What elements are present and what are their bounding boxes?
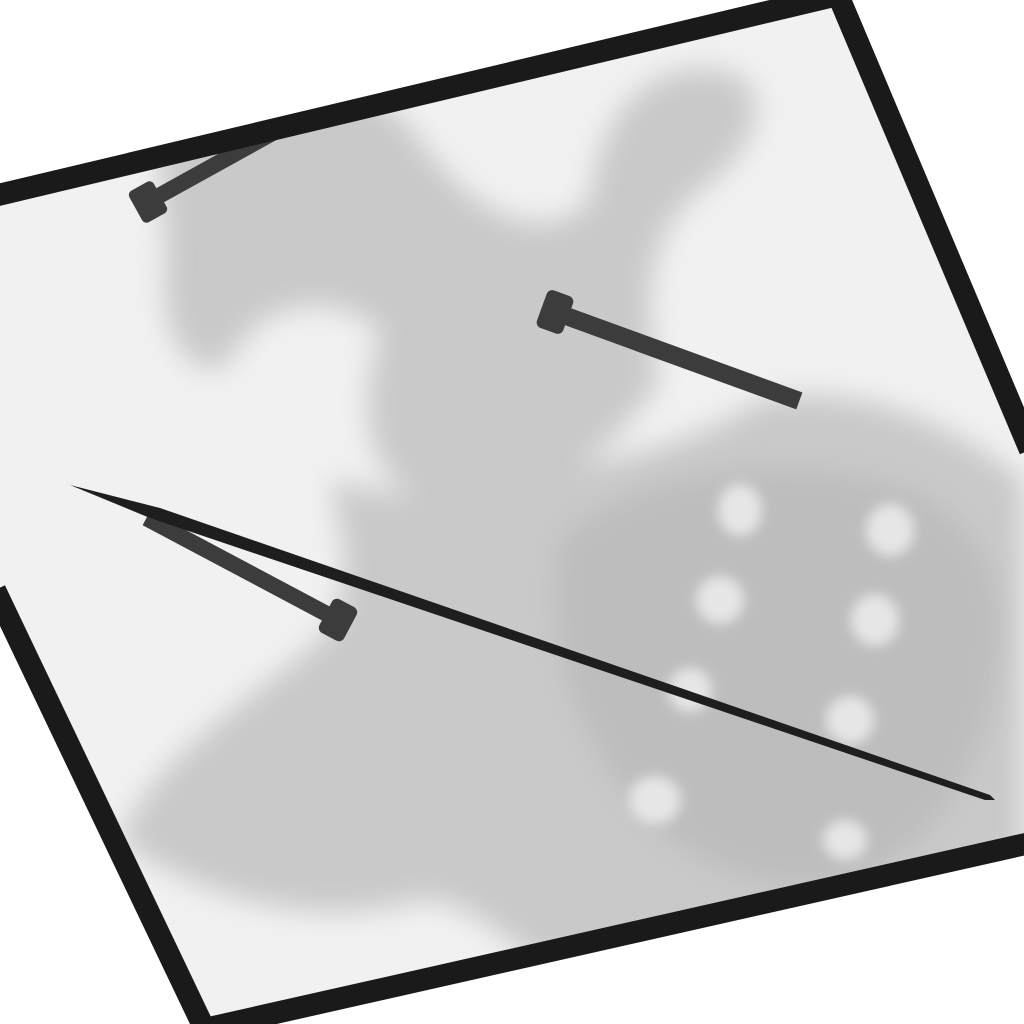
frame-edge bbox=[197, 833, 1024, 1024]
femur-head bbox=[160, 68, 757, 505]
screw bbox=[536, 290, 803, 410]
guide-wire bbox=[70, 485, 995, 800]
foramina bbox=[629, 484, 914, 860]
frame-edge bbox=[0, 585, 215, 1024]
screw bbox=[142, 511, 358, 642]
frame-edge bbox=[0, 0, 1024, 455]
